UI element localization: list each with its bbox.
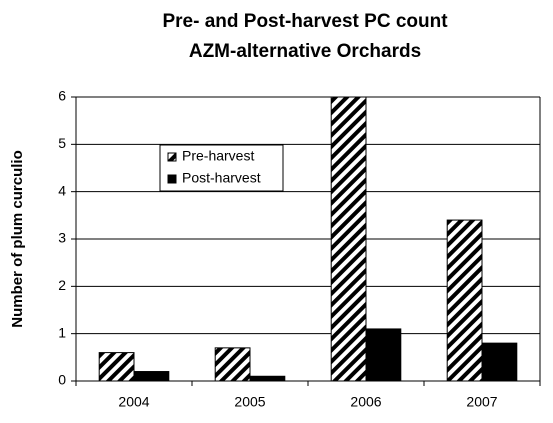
legend-label: Pre-harvest xyxy=(182,148,254,164)
y-tick-label: 6 xyxy=(58,88,66,104)
bar xyxy=(365,328,402,382)
legend-swatch xyxy=(167,152,177,162)
y-tick-label: 1 xyxy=(58,324,66,340)
bar xyxy=(98,352,135,382)
bar xyxy=(481,342,518,382)
legend-box xyxy=(159,144,284,192)
x-tick-label: 2004 xyxy=(118,394,149,410)
bar xyxy=(214,347,251,382)
y-tick-label: 0 xyxy=(58,372,66,388)
x-tick-label: 2006 xyxy=(350,394,381,410)
bar xyxy=(446,219,483,382)
y-tick-label: 5 xyxy=(58,135,66,151)
bar xyxy=(133,371,170,382)
x-tick-label: 2007 xyxy=(466,394,497,410)
y-axis-label: Number of plum curculio xyxy=(9,150,26,328)
bar xyxy=(330,96,367,382)
y-tick-label: 4 xyxy=(58,182,66,198)
legend-label: Post-harvest xyxy=(182,170,261,186)
chart-title: Pre- and Post-harvest PC count xyxy=(162,11,448,32)
y-tick-label: 3 xyxy=(58,230,66,246)
x-tick-label: 2005 xyxy=(234,394,265,410)
bar xyxy=(249,375,286,382)
legend-swatch xyxy=(167,174,177,184)
y-tick-label: 2 xyxy=(58,277,66,293)
chart-title: AZM-alternative Orchards xyxy=(189,41,421,62)
